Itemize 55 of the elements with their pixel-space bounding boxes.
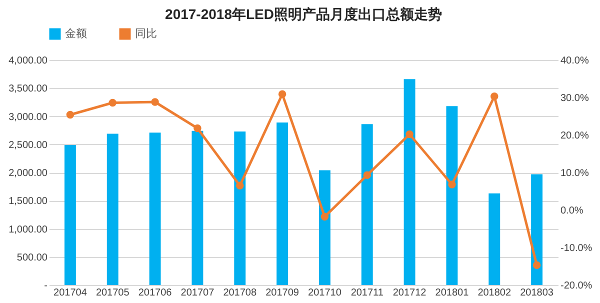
point	[108, 98, 116, 107]
y-tick-label: 1,500.00	[8, 196, 48, 208]
bar	[488, 193, 500, 285]
y-tick-label: -	[44, 280, 48, 292]
bar	[318, 170, 330, 285]
point	[320, 212, 329, 221]
y2-tick-label: 0.0%	[560, 206, 584, 216]
y-tick-label: 4,000.00	[8, 56, 48, 66]
bar	[192, 130, 204, 285]
point	[448, 180, 456, 188]
y-tick-label: 500.00	[16, 252, 48, 264]
x-tick-label: 201706	[138, 288, 172, 298]
legend-label: 金额	[65, 27, 87, 40]
bar	[361, 124, 373, 285]
point	[363, 171, 371, 179]
bar	[149, 132, 161, 285]
x-tick-label: 201704	[54, 288, 88, 298]
x-tick-label: 201705	[96, 288, 130, 298]
x-tick-label: 201711	[350, 288, 384, 298]
point	[406, 130, 414, 138]
y2-tick-label: -20.0%	[560, 280, 592, 292]
point	[236, 182, 244, 190]
point	[66, 110, 74, 119]
y-tick-label: 1,000.00	[8, 224, 48, 236]
y-tick-label: 3,000.00	[8, 112, 48, 123]
bar	[404, 79, 416, 285]
x-tick-label: 201712	[392, 288, 427, 298]
y-tick-label: 3,500.00	[8, 84, 48, 95]
y-tick-label: 2,000.00	[8, 168, 48, 179]
y-tick-label: 2,500.00	[8, 140, 48, 151]
y2-tick-label: 40.0%	[560, 56, 589, 66]
y2-tick-label: -10.0%	[560, 243, 592, 254]
point	[194, 124, 202, 132]
bar	[234, 131, 246, 285]
x-tick-label: 201710	[308, 288, 342, 298]
point	[490, 92, 498, 100]
bar	[531, 174, 543, 285]
point	[278, 90, 286, 98]
y2-tick-label: 10.0%	[560, 168, 589, 179]
x-tick-label: 201802	[478, 288, 512, 298]
x-tick-label: 201709	[266, 288, 300, 298]
point	[532, 261, 541, 269]
bar	[64, 144, 76, 285]
y2-tick-label: 30.0%	[560, 93, 589, 104]
x-tick-label: 201708	[223, 288, 257, 298]
bar	[106, 134, 118, 285]
chart-title: 2017-2018年LED照明产品月度出口总额走势	[165, 6, 442, 22]
legend-label: 同比	[135, 27, 157, 40]
point	[151, 98, 159, 106]
x-tick-label: 201801	[435, 288, 470, 298]
x-tick-label: 201803	[520, 288, 554, 298]
x-tick-label: 201707	[180, 288, 215, 298]
bar	[276, 122, 288, 285]
y2-tick-label: 20.0%	[560, 130, 589, 142]
bar	[446, 106, 458, 285]
